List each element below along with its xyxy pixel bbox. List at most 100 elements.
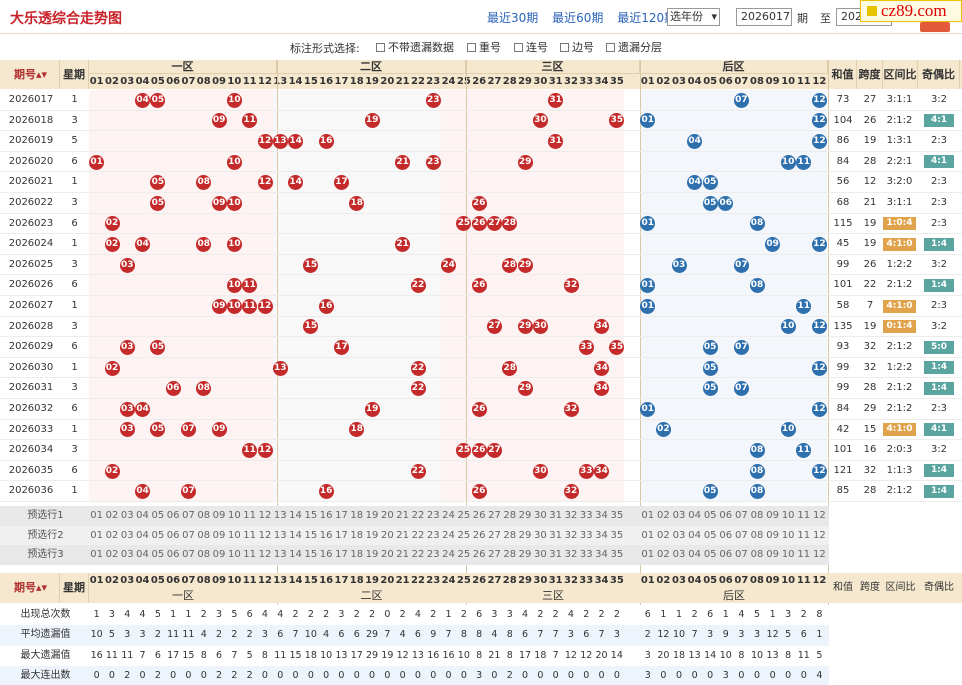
- predict-num[interactable]: 11: [797, 529, 811, 541]
- predict-num[interactable]: 07: [182, 529, 195, 541]
- predict-num[interactable]: 01: [90, 510, 104, 521]
- option-consecutive[interactable]: 连号: [514, 39, 548, 55]
- predict-num[interactable]: 03: [672, 510, 686, 521]
- option-repeat[interactable]: 重号: [467, 39, 501, 55]
- predict-num[interactable]: 09: [212, 549, 226, 560]
- issue-footer-header[interactable]: 期号▴▾: [2, 572, 60, 603]
- predict-num[interactable]: 19: [365, 510, 379, 521]
- predict-num[interactable]: 05: [151, 529, 165, 541]
- predict-num[interactable]: 18: [350, 549, 364, 560]
- predict-num[interactable]: 01: [90, 549, 104, 560]
- predict-num[interactable]: 32: [564, 510, 578, 521]
- predict-num[interactable]: 03: [120, 549, 134, 560]
- predict-num[interactable]: 22: [411, 510, 425, 521]
- predict-num[interactable]: 13: [273, 510, 287, 521]
- predict-num[interactable]: 33: [579, 549, 593, 560]
- issue-header[interactable]: 期号▴▾: [2, 60, 60, 89]
- predict-num[interactable]: 15: [304, 510, 318, 521]
- predict-num[interactable]: 24: [442, 529, 455, 541]
- predict-num[interactable]: 04: [688, 510, 701, 521]
- predict-num[interactable]: 27: [488, 510, 501, 521]
- checkbox-icon[interactable]: [560, 43, 569, 52]
- predict-num[interactable]: 33: [579, 510, 593, 521]
- predict-num[interactable]: 07: [735, 529, 748, 541]
- predict-num[interactable]: 07: [735, 510, 748, 521]
- predict-num[interactable]: 34: [595, 510, 608, 521]
- predict-num[interactable]: 06: [719, 529, 733, 541]
- predict-num[interactable]: 11: [797, 510, 811, 521]
- predict-num[interactable]: 30: [533, 529, 547, 541]
- predict-num[interactable]: 27: [488, 549, 501, 560]
- predict-num[interactable]: 14: [289, 549, 302, 560]
- predict-num[interactable]: 08: [750, 510, 764, 521]
- predict-num[interactable]: 04: [688, 529, 701, 541]
- predict-num[interactable]: 09: [766, 549, 779, 560]
- predict-num[interactable]: 29: [518, 529, 532, 541]
- predict-num[interactable]: 18: [350, 529, 364, 541]
- predict-num[interactable]: 12: [813, 529, 826, 541]
- predict-num[interactable]: 05: [703, 529, 717, 541]
- option-edge[interactable]: 边号: [560, 39, 594, 55]
- checkbox-icon[interactable]: [376, 43, 385, 52]
- predict-num[interactable]: 01: [90, 529, 104, 541]
- checkbox-icon[interactable]: [467, 43, 476, 52]
- predict-num[interactable]: 02: [657, 529, 670, 541]
- predict-num[interactable]: 08: [750, 529, 764, 541]
- predict-num[interactable]: 10: [781, 510, 795, 521]
- predict-num[interactable]: 31: [549, 549, 563, 560]
- predict-num[interactable]: 09: [212, 510, 226, 521]
- predict-num[interactable]: 26: [472, 510, 486, 521]
- predict-num[interactable]: 13: [273, 549, 287, 560]
- predict-num[interactable]: 05: [151, 510, 165, 521]
- predict-num[interactable]: 02: [657, 549, 670, 560]
- predict-num[interactable]: 23: [426, 549, 440, 560]
- predict-num[interactable]: 11: [797, 549, 811, 560]
- predict-num[interactable]: 03: [120, 510, 134, 521]
- predict-num[interactable]: 04: [688, 549, 701, 560]
- predict-num[interactable]: 35: [610, 510, 624, 521]
- recent-120-link[interactable]: 最近120期: [617, 11, 677, 25]
- predict-num[interactable]: 04: [136, 510, 149, 521]
- recent-30-link[interactable]: 最近30期: [487, 11, 539, 25]
- predict-num[interactable]: 32: [564, 529, 578, 541]
- predict-num[interactable]: 02: [105, 529, 119, 541]
- predict-num[interactable]: 07: [735, 549, 748, 560]
- predict-num[interactable]: 01: [641, 529, 655, 541]
- predict-num[interactable]: 01: [641, 510, 655, 521]
- predict-num[interactable]: 34: [595, 529, 608, 541]
- predict-num[interactable]: 23: [426, 510, 440, 521]
- predict-num[interactable]: 27: [488, 529, 501, 541]
- predict-num[interactable]: 20: [380, 510, 394, 521]
- year-select[interactable]: 选年份 ▾: [667, 8, 720, 26]
- predict-num[interactable]: 20: [380, 529, 394, 541]
- predict-num[interactable]: 10: [227, 549, 241, 560]
- predict-num[interactable]: 08: [197, 510, 211, 521]
- predict-num[interactable]: 28: [503, 510, 517, 521]
- predict-num[interactable]: 01: [641, 549, 655, 560]
- predict-num[interactable]: 08: [197, 549, 211, 560]
- predict-num[interactable]: 04: [136, 529, 149, 541]
- predict-num[interactable]: 06: [166, 510, 180, 521]
- predict-num[interactable]: 21: [396, 510, 410, 521]
- option-no-miss[interactable]: 不带遗漏数据: [376, 39, 454, 55]
- predict-num[interactable]: 19: [365, 549, 379, 560]
- checkbox-icon[interactable]: [514, 43, 523, 52]
- predict-num[interactable]: 19: [365, 529, 379, 541]
- predict-num[interactable]: 17: [335, 549, 348, 560]
- predict-num[interactable]: 05: [703, 549, 717, 560]
- predict-num[interactable]: 31: [549, 529, 563, 541]
- predict-num[interactable]: 30: [533, 549, 547, 560]
- checkbox-icon[interactable]: [606, 43, 615, 52]
- predict-num[interactable]: 14: [289, 529, 302, 541]
- predict-num[interactable]: 26: [472, 549, 486, 560]
- predict-num[interactable]: 06: [719, 549, 733, 560]
- predict-num[interactable]: 26: [472, 529, 486, 541]
- predict-num[interactable]: 03: [120, 529, 134, 541]
- predict-num[interactable]: 23: [426, 529, 440, 541]
- predict-num[interactable]: 21: [396, 529, 410, 541]
- predict-num[interactable]: 17: [335, 529, 348, 541]
- predict-num[interactable]: 12: [258, 510, 272, 521]
- predict-num[interactable]: 25: [457, 549, 471, 560]
- predict-num[interactable]: 28: [503, 549, 517, 560]
- predict-num[interactable]: 30: [533, 510, 547, 521]
